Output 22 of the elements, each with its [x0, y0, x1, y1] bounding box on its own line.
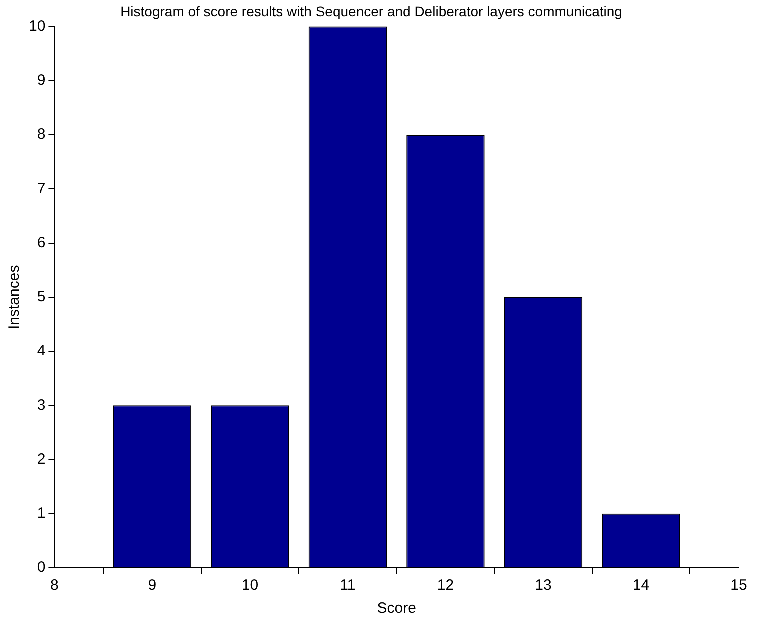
y-tick-label: 4: [37, 342, 46, 360]
x-tick-label: 12: [437, 577, 454, 594]
y-tick-label: 2: [37, 450, 46, 468]
x-axis-title: Score: [377, 600, 416, 618]
x-tick-label: 15: [730, 577, 748, 594]
y-axis-title: Instances: [6, 265, 24, 330]
chart-title: Histogram of score results with Sequencer and Deliberator layers communicating: [120, 3, 622, 20]
y-tick-label: 1: [37, 505, 46, 522]
x-tick-label: 13: [535, 577, 552, 594]
x-tick-label: 11: [340, 577, 356, 594]
x-tick-label: 14: [632, 577, 650, 594]
x-tick-label: 10: [242, 577, 259, 594]
y-tick-label: 3: [37, 396, 46, 414]
x-tick-label: 9: [148, 577, 157, 594]
y-tick-label: 0: [37, 559, 46, 576]
y-tick-label: 9: [37, 72, 46, 90]
x-tick-label: 8: [50, 577, 59, 594]
y-tick-label: 10: [28, 18, 46, 35]
y-tick-label: 7: [37, 180, 46, 198]
y-tick-label: 5: [37, 288, 46, 306]
y-tick-label: 6: [37, 234, 46, 252]
y-tick-label: 8: [37, 126, 46, 144]
